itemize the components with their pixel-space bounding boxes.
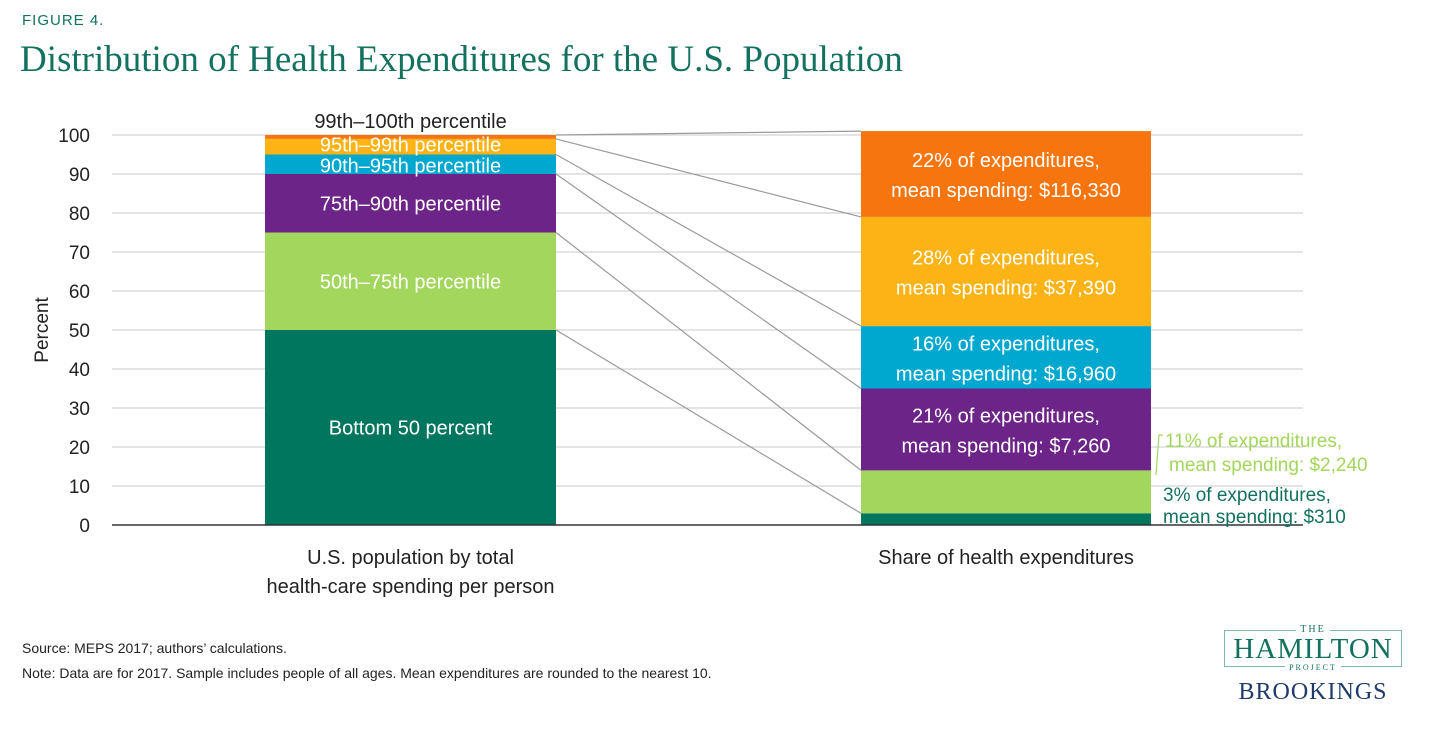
y-tick-label: 80 [69, 204, 90, 225]
stacked-bar-chart: 0 10 20 30 40 50 60 70 80 90 100 Percent Bottom 50 p… [32, 111, 1368, 598]
connector-line [555, 138, 862, 218]
expenditure-label-p50_75: 11% of expenditures, [1165, 431, 1342, 452]
bar-label-p50_75: 50th–75th percentile [320, 271, 501, 293]
bar-label-p99_100: 99th–100th percentile [314, 111, 506, 133]
y-tick-label: 20 [69, 438, 90, 459]
label-bracket [1155, 434, 1163, 476]
hamilton-project-logo: THE HAMILTON PROJECT [1224, 624, 1402, 672]
x-category-label: health-care spending per person [267, 576, 555, 598]
logo-project-text: PROJECT [1285, 663, 1341, 672]
figure-label: FIGURE 4. [22, 12, 105, 29]
bar-segment-p50_75-expenditures [861, 470, 1151, 514]
y-axis-label: Percent [32, 297, 53, 363]
bar-segment-p75_90-expenditures [861, 388, 1151, 471]
expenditure-label-p75_90: 21% of expenditures, [912, 405, 1100, 427]
y-tick-label: 10 [69, 477, 90, 498]
hamilton-brookings-logo: THE HAMILTON PROJECT BROOKINGS [1223, 624, 1403, 706]
data-note: Note: Data are for 2017. Sample includes… [22, 665, 712, 681]
mean-spending-label-p50_75: mean spending: $2,240 [1169, 455, 1368, 476]
y-tick-label: 70 [69, 243, 90, 264]
bar-segment-p95_99-population [265, 138, 556, 155]
logo-hamilton-text: HAMILTON [1233, 633, 1393, 665]
y-tick-label: 100 [58, 126, 90, 147]
expenditure-label-bottom50: 3% of expenditures, [1163, 485, 1331, 506]
expenditure-label-p99_100: 22% of expenditures, [912, 150, 1100, 172]
bar-segment-p50_75-population [265, 232, 556, 330]
mean-spending-label-p99_100: mean spending: $116,330 [891, 180, 1121, 202]
bar-label-p90_95: 90th–95th percentile [320, 155, 501, 177]
expenditure-label-p90_95: 16% of expenditures, [912, 333, 1100, 355]
y-tick-label: 50 [69, 321, 90, 342]
expenditure-label-p95_99: 28% of expenditures, [912, 248, 1100, 270]
bar-segment-p99_100-expenditures [861, 131, 1151, 217]
x-category-label: Share of health expenditures [878, 547, 1134, 569]
y-tick-label: 0 [79, 516, 90, 537]
bar-segment-bottom50-expenditures [861, 513, 1151, 525]
bar-segment-p99_100-population [265, 135, 556, 139]
y-tick-label: 40 [69, 360, 90, 381]
bar-label-p95_99: 95th–99th percentile [320, 135, 501, 157]
y-tick-label: 30 [69, 399, 90, 420]
x-category-label: U.S. population by total [307, 547, 514, 569]
mean-spending-label-bottom50: mean spending: $310 [1163, 507, 1346, 528]
mean-spending-label-p95_99: mean spending: $37,390 [896, 278, 1116, 300]
bar-segment-bottom50-population [265, 330, 556, 525]
bar-segment-p95_99-expenditures [861, 216, 1151, 327]
y-tick-label: 60 [69, 282, 90, 303]
bar-segment-p90_95-population [265, 154, 556, 174]
mean-spending-label-p75_90: mean spending: $7,260 [901, 435, 1110, 457]
bar-label-p75_90: 75th–90th percentile [320, 193, 501, 215]
bar-segment-p90_95-expenditures [861, 326, 1151, 389]
brookings-logo-text: BROOKINGS [1238, 679, 1388, 705]
connector-line [555, 329, 862, 514]
connector-line [555, 130, 862, 136]
connector-line [555, 153, 862, 327]
bar-segment-p75_90-population [265, 174, 556, 233]
chart-title: Distribution of Health Expenditures for … [20, 39, 903, 80]
logo-the-text: THE [1296, 624, 1330, 635]
source-note: Source: MEPS 2017; authors’ calculations… [22, 640, 287, 656]
connector-line [555, 232, 862, 471]
y-tick-label: 90 [69, 165, 90, 186]
mean-spending-label-p90_95: mean spending: $16,960 [896, 363, 1116, 385]
connector-line [555, 173, 862, 389]
bar-label-bottom50: Bottom 50 percent [329, 418, 493, 440]
